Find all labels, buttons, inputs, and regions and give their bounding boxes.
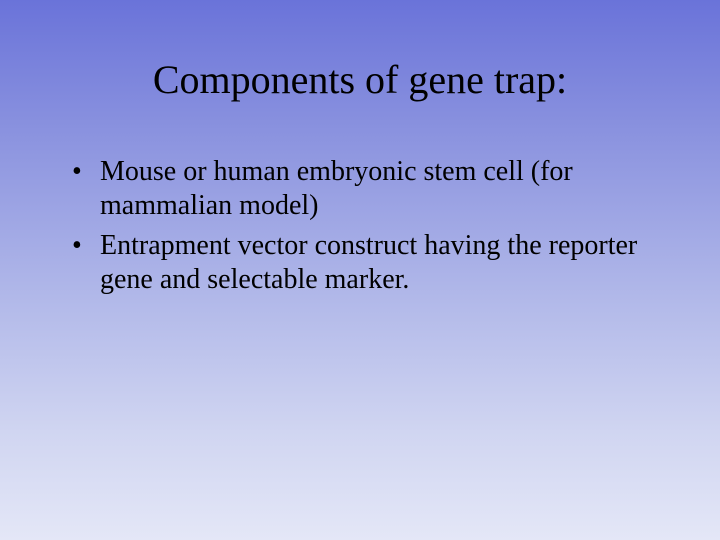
bullet-item: Mouse or human embryonic stem cell (for … <box>72 155 672 223</box>
slide: Components of gene trap: Mouse or human … <box>0 0 720 540</box>
bullet-item: Entrapment vector construct having the r… <box>72 229 672 297</box>
slide-title: Components of gene trap: <box>48 56 672 103</box>
bullet-list: Mouse or human embryonic stem cell (for … <box>48 155 672 298</box>
